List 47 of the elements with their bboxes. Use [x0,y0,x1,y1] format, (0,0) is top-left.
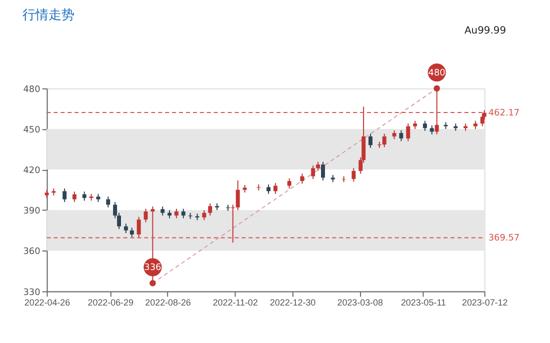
candlestick [311,164,316,180]
candlestick [352,168,356,182]
candlestick [422,120,427,132]
chart-title: 行情走势 [22,8,75,23]
x-tick-label: 2022-12-30 [270,298,316,308]
candlestick [300,173,304,184]
candlestick [208,202,212,216]
y-tick-label: 420 [23,166,41,176]
annotation: 480 [428,68,446,78]
candlestick [181,208,186,219]
ref-line-label: 462.17 [488,108,520,118]
candlestick [72,191,76,203]
x-tick-label: 2022-04-26 [24,298,70,308]
candlestick [368,133,372,148]
x-tick-label: 2022-08-26 [145,298,191,308]
text: Au99.99 [464,26,506,37]
candlestick [202,210,206,221]
candlestick [62,188,67,203]
x-tick-label: 2023-03-08 [337,298,383,308]
y-tick-label: 480 [23,84,41,95]
y-tick-label: 450 [23,125,41,136]
candlestick [106,196,110,208]
candlestick [130,227,134,238]
x-tick-label: 2023-05-11 [400,298,446,308]
candlestick [236,180,240,211]
candlestick [174,208,178,219]
candlestick [399,130,404,142]
candlestick [273,182,278,194]
x-tick-label: 2022-11-02 [212,298,258,308]
candlestick [266,184,271,194]
candlestick [382,133,386,148]
candlestick [320,161,325,181]
candlestick [160,206,165,216]
candlestick [124,223,128,234]
candlestick [82,191,86,202]
candlestick [136,216,141,238]
x-tick-label: 2023-07-12 [462,298,508,308]
annotation: 336 [144,263,162,274]
y-tick-label: 390 [23,206,41,217]
candlestick [406,123,410,142]
candlestick [480,114,484,127]
x-tick-label: 2022-06-29 [88,298,134,308]
ref-line-label: 369.57 [488,234,520,244]
candlestick [316,161,320,172]
y-tick-label: 330 [23,288,41,298]
candlestick [287,178,292,189]
y-tick-label: 360 [23,247,41,258]
